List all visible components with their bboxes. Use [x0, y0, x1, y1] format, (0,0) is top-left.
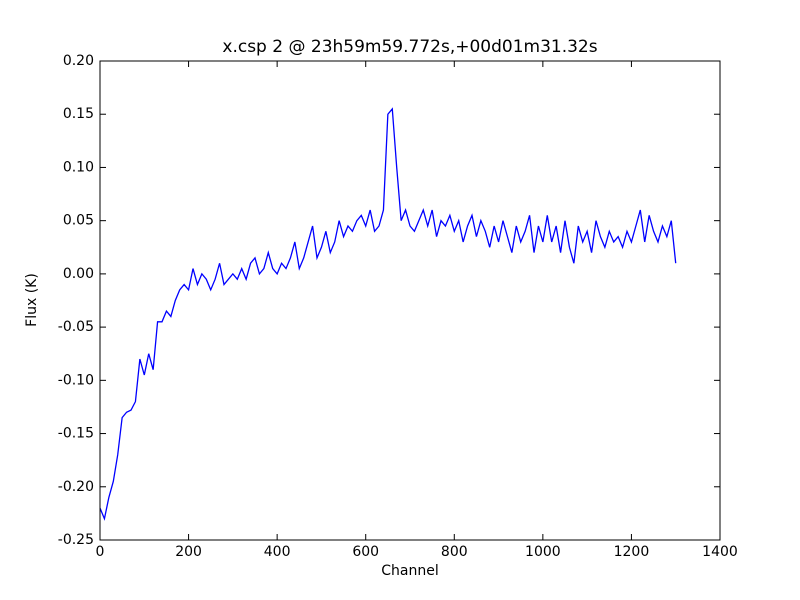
- x-tick-label: 200: [175, 544, 202, 560]
- x-tick-label: 1000: [525, 544, 561, 560]
- y-tick-label: -0.25: [58, 532, 94, 548]
- y-tick-label: 0.15: [63, 106, 94, 122]
- y-tick-label: 0.10: [63, 159, 94, 175]
- y-tick-label: -0.15: [58, 426, 94, 442]
- x-tick-label: 400: [264, 544, 291, 560]
- y-tick-label: -0.05: [58, 319, 94, 335]
- y-tick-label: 0.05: [63, 213, 94, 229]
- y-tick-label: 0.00: [63, 266, 94, 282]
- x-tick-label: 0: [96, 544, 105, 560]
- y-tick-label: -0.10: [58, 372, 94, 388]
- plot-area: [99, 107, 677, 521]
- x-tick-label: 800: [441, 544, 468, 560]
- x-tick-label: 600: [352, 544, 379, 560]
- data-line: [99, 107, 677, 521]
- y-tick-label: -0.20: [58, 479, 94, 495]
- y-axis-label: Flux (K): [24, 273, 40, 327]
- x-axis-label: Channel: [381, 563, 438, 579]
- x-tick-label: 1400: [702, 544, 738, 560]
- chart-title: x.csp 2 @ 23h59m59.772s,+00d01m31.32s: [222, 37, 597, 57]
- y-tick-label: 0.20: [63, 53, 94, 69]
- x-tick-label: 1200: [614, 544, 650, 560]
- plot-frame: [99, 60, 721, 541]
